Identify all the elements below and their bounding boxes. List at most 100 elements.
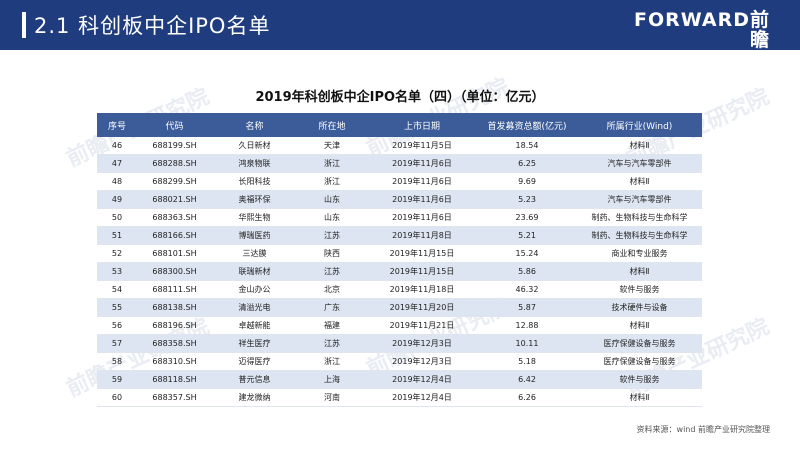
table-row: 54 688111.SH 金山办公 北京 2019年11月18日 46.32 软件与服务 bbox=[97, 280, 702, 299]
cell-code: 688138.SH bbox=[137, 298, 212, 317]
cell-listing-date: 2019年11月18日 bbox=[367, 280, 477, 299]
cell-listing-date: 2019年12月4日 bbox=[367, 370, 477, 389]
cell-location: 河南 bbox=[297, 388, 367, 407]
cell-name: 鸿泉物联 bbox=[212, 154, 297, 173]
cell-listing-date: 2019年11月15日 bbox=[367, 244, 477, 263]
cell-code: 688101.SH bbox=[137, 244, 212, 263]
cell-name: 奥福环保 bbox=[212, 190, 297, 209]
cell-seq: 55 bbox=[97, 298, 137, 317]
cell-ipo-proceeds: 5.21 bbox=[477, 226, 577, 245]
cell-seq: 47 bbox=[97, 154, 137, 173]
cell-listing-date: 2019年11月21日 bbox=[367, 316, 477, 335]
table-row: 56 688196.SH 卓越新能 福建 2019年11月21日 12.88 材料Ⅱ bbox=[97, 316, 702, 335]
table-row: 53 688300.SH 联瑞新材 江苏 2019年11月15日 5.86 材料Ⅱ bbox=[97, 262, 702, 281]
cell-ipo-proceeds: 5.86 bbox=[477, 262, 577, 281]
cell-location: 天津 bbox=[297, 137, 367, 155]
cell-name: 长阳科技 bbox=[212, 172, 297, 191]
table-row: 47 688288.SH 鸿泉物联 浙江 2019年11月6日 6.25 汽车与汽车零部件 bbox=[97, 154, 702, 173]
cell-seq: 54 bbox=[97, 280, 137, 299]
cell-listing-date: 2019年11月6日 bbox=[367, 154, 477, 173]
cell-industry: 医疗保健设备与服务 bbox=[577, 352, 702, 371]
cell-code: 688166.SH bbox=[137, 226, 212, 245]
cell-code: 688111.SH bbox=[137, 280, 212, 299]
cell-seq: 53 bbox=[97, 262, 137, 281]
cell-industry: 汽车与汽车零部件 bbox=[577, 154, 702, 173]
table-row: 52 688101.SH 三达膜 陕西 2019年11月15日 15.24 商业和专业服务 bbox=[97, 244, 702, 263]
cell-location: 浙江 bbox=[297, 172, 367, 191]
title-accent-bar bbox=[22, 12, 26, 38]
table-row: 60 688357.SH 建龙微纳 河南 2019年12月4日 6.26 材料Ⅱ bbox=[97, 388, 702, 407]
cell-listing-date: 2019年12月4日 bbox=[367, 388, 477, 407]
cell-name: 久日新材 bbox=[212, 137, 297, 155]
cell-location: 浙江 bbox=[297, 352, 367, 371]
cell-location: 山东 bbox=[297, 208, 367, 227]
cell-name: 迈得医疗 bbox=[212, 352, 297, 371]
page-title: 2.1 科创板中企IPO名单 bbox=[34, 14, 271, 38]
cell-industry: 软件与服务 bbox=[577, 280, 702, 299]
cell-location: 广东 bbox=[297, 298, 367, 317]
cell-listing-date: 2019年11月6日 bbox=[367, 208, 477, 227]
table-header: 序号 代码 名称 所在地 上市日期 首发募资总额(亿元) 所属行业(Wind) bbox=[97, 113, 702, 137]
cell-industry: 软件与服务 bbox=[577, 370, 702, 389]
cell-ipo-proceeds: 5.23 bbox=[477, 190, 577, 209]
cell-name: 清溢光电 bbox=[212, 298, 297, 317]
cell-location: 福建 bbox=[297, 316, 367, 335]
cell-listing-date: 2019年11月20日 bbox=[367, 298, 477, 317]
cell-name: 联瑞新材 bbox=[212, 262, 297, 281]
cell-ipo-proceeds: 9.69 bbox=[477, 172, 577, 191]
cell-industry: 材料Ⅱ bbox=[577, 262, 702, 281]
cell-name: 金山办公 bbox=[212, 280, 297, 299]
cell-industry: 材料Ⅱ bbox=[577, 172, 702, 191]
cell-industry: 制药、生物科技与生命科学 bbox=[577, 226, 702, 245]
cell-industry: 技术硬件与设备 bbox=[577, 298, 702, 317]
cell-ipo-proceeds: 12.88 bbox=[477, 316, 577, 335]
cell-code: 688021.SH bbox=[137, 190, 212, 209]
cell-code: 688199.SH bbox=[137, 137, 212, 155]
table-row: 58 688310.SH 迈得医疗 浙江 2019年12月3日 5.18 医疗保健设备与服务 bbox=[97, 352, 702, 371]
cell-listing-date: 2019年12月3日 bbox=[367, 334, 477, 353]
cell-seq: 59 bbox=[97, 370, 137, 389]
cell-industry: 制药、生物科技与生命科学 bbox=[577, 208, 702, 227]
cell-name: 三达膜 bbox=[212, 244, 297, 263]
cell-ipo-proceeds: 23.69 bbox=[477, 208, 577, 227]
cell-seq: 50 bbox=[97, 208, 137, 227]
cell-location: 山东 bbox=[297, 190, 367, 209]
cell-location: 江苏 bbox=[297, 262, 367, 281]
cell-seq: 58 bbox=[97, 352, 137, 371]
cell-seq: 60 bbox=[97, 388, 137, 407]
cell-name: 博瑞医药 bbox=[212, 226, 297, 245]
cell-code: 688358.SH bbox=[137, 334, 212, 353]
table-row: 51 688166.SH 博瑞医药 江苏 2019年11月8日 5.21 制药、生物科技与生… bbox=[97, 226, 702, 245]
cell-ipo-proceeds: 15.24 bbox=[477, 244, 577, 263]
cell-name: 祥生医疗 bbox=[212, 334, 297, 353]
column-header-listing-date: 上市日期 bbox=[367, 113, 477, 137]
table-row: 50 688363.SH 华熙生物 山东 2019年11月6日 23.69 制药、生物科技与… bbox=[97, 208, 702, 227]
table-row: 46 688199.SH 久日新材 天津 2019年11月5日 18.54 材料Ⅱ bbox=[97, 137, 702, 155]
cell-ipo-proceeds: 5.18 bbox=[477, 352, 577, 371]
cell-seq: 49 bbox=[97, 190, 137, 209]
cell-industry: 医疗保健设备与服务 bbox=[577, 334, 702, 353]
column-header-name: 名称 bbox=[212, 113, 297, 137]
cell-seq: 51 bbox=[97, 226, 137, 245]
table-title: 2019年科创板中企IPO名单（四）（单位：亿元） bbox=[255, 90, 545, 105]
header-bar: 2.1 科创板中企IPO名单 FORWARD前瞻 中国产业咨询第一股 股票代码:… bbox=[0, 0, 800, 63]
table-row: 49 688021.SH 奥福环保 山东 2019年11月6日 5.23 汽车与汽车零部件 bbox=[97, 190, 702, 209]
brand-logo-text: FORWARD前瞻 bbox=[634, 9, 770, 51]
brand-subtitle: 中国产业咨询第一股 股票代码:839599 bbox=[647, 55, 770, 63]
cell-seq: 46 bbox=[97, 137, 137, 155]
cell-listing-date: 2019年11月5日 bbox=[367, 137, 477, 155]
cell-seq: 48 bbox=[97, 172, 137, 191]
cell-seq: 52 bbox=[97, 244, 137, 263]
cell-industry: 汽车与汽车零部件 bbox=[577, 190, 702, 209]
cell-ipo-proceeds: 6.25 bbox=[477, 154, 577, 173]
cell-listing-date: 2019年11月15日 bbox=[367, 262, 477, 281]
cell-seq: 56 bbox=[97, 316, 137, 335]
cell-listing-date: 2019年11月8日 bbox=[367, 226, 477, 245]
column-header-industry: 所属行业(Wind) bbox=[577, 113, 702, 137]
table-row: 48 688299.SH 长阳科技 浙江 2019年11月6日 9.69 材料Ⅱ bbox=[97, 172, 702, 191]
cell-listing-date: 2019年11月6日 bbox=[367, 172, 477, 191]
cell-seq: 57 bbox=[97, 334, 137, 353]
brand-logo: FORWARD前瞻 中国产业咨询第一股 股票代码:839599 bbox=[620, 10, 770, 64]
cell-location: 陕西 bbox=[297, 244, 367, 263]
table-body: 46 688199.SH 久日新材 天津 2019年11月5日 18.54 材料Ⅱ 47 688… bbox=[97, 137, 702, 407]
